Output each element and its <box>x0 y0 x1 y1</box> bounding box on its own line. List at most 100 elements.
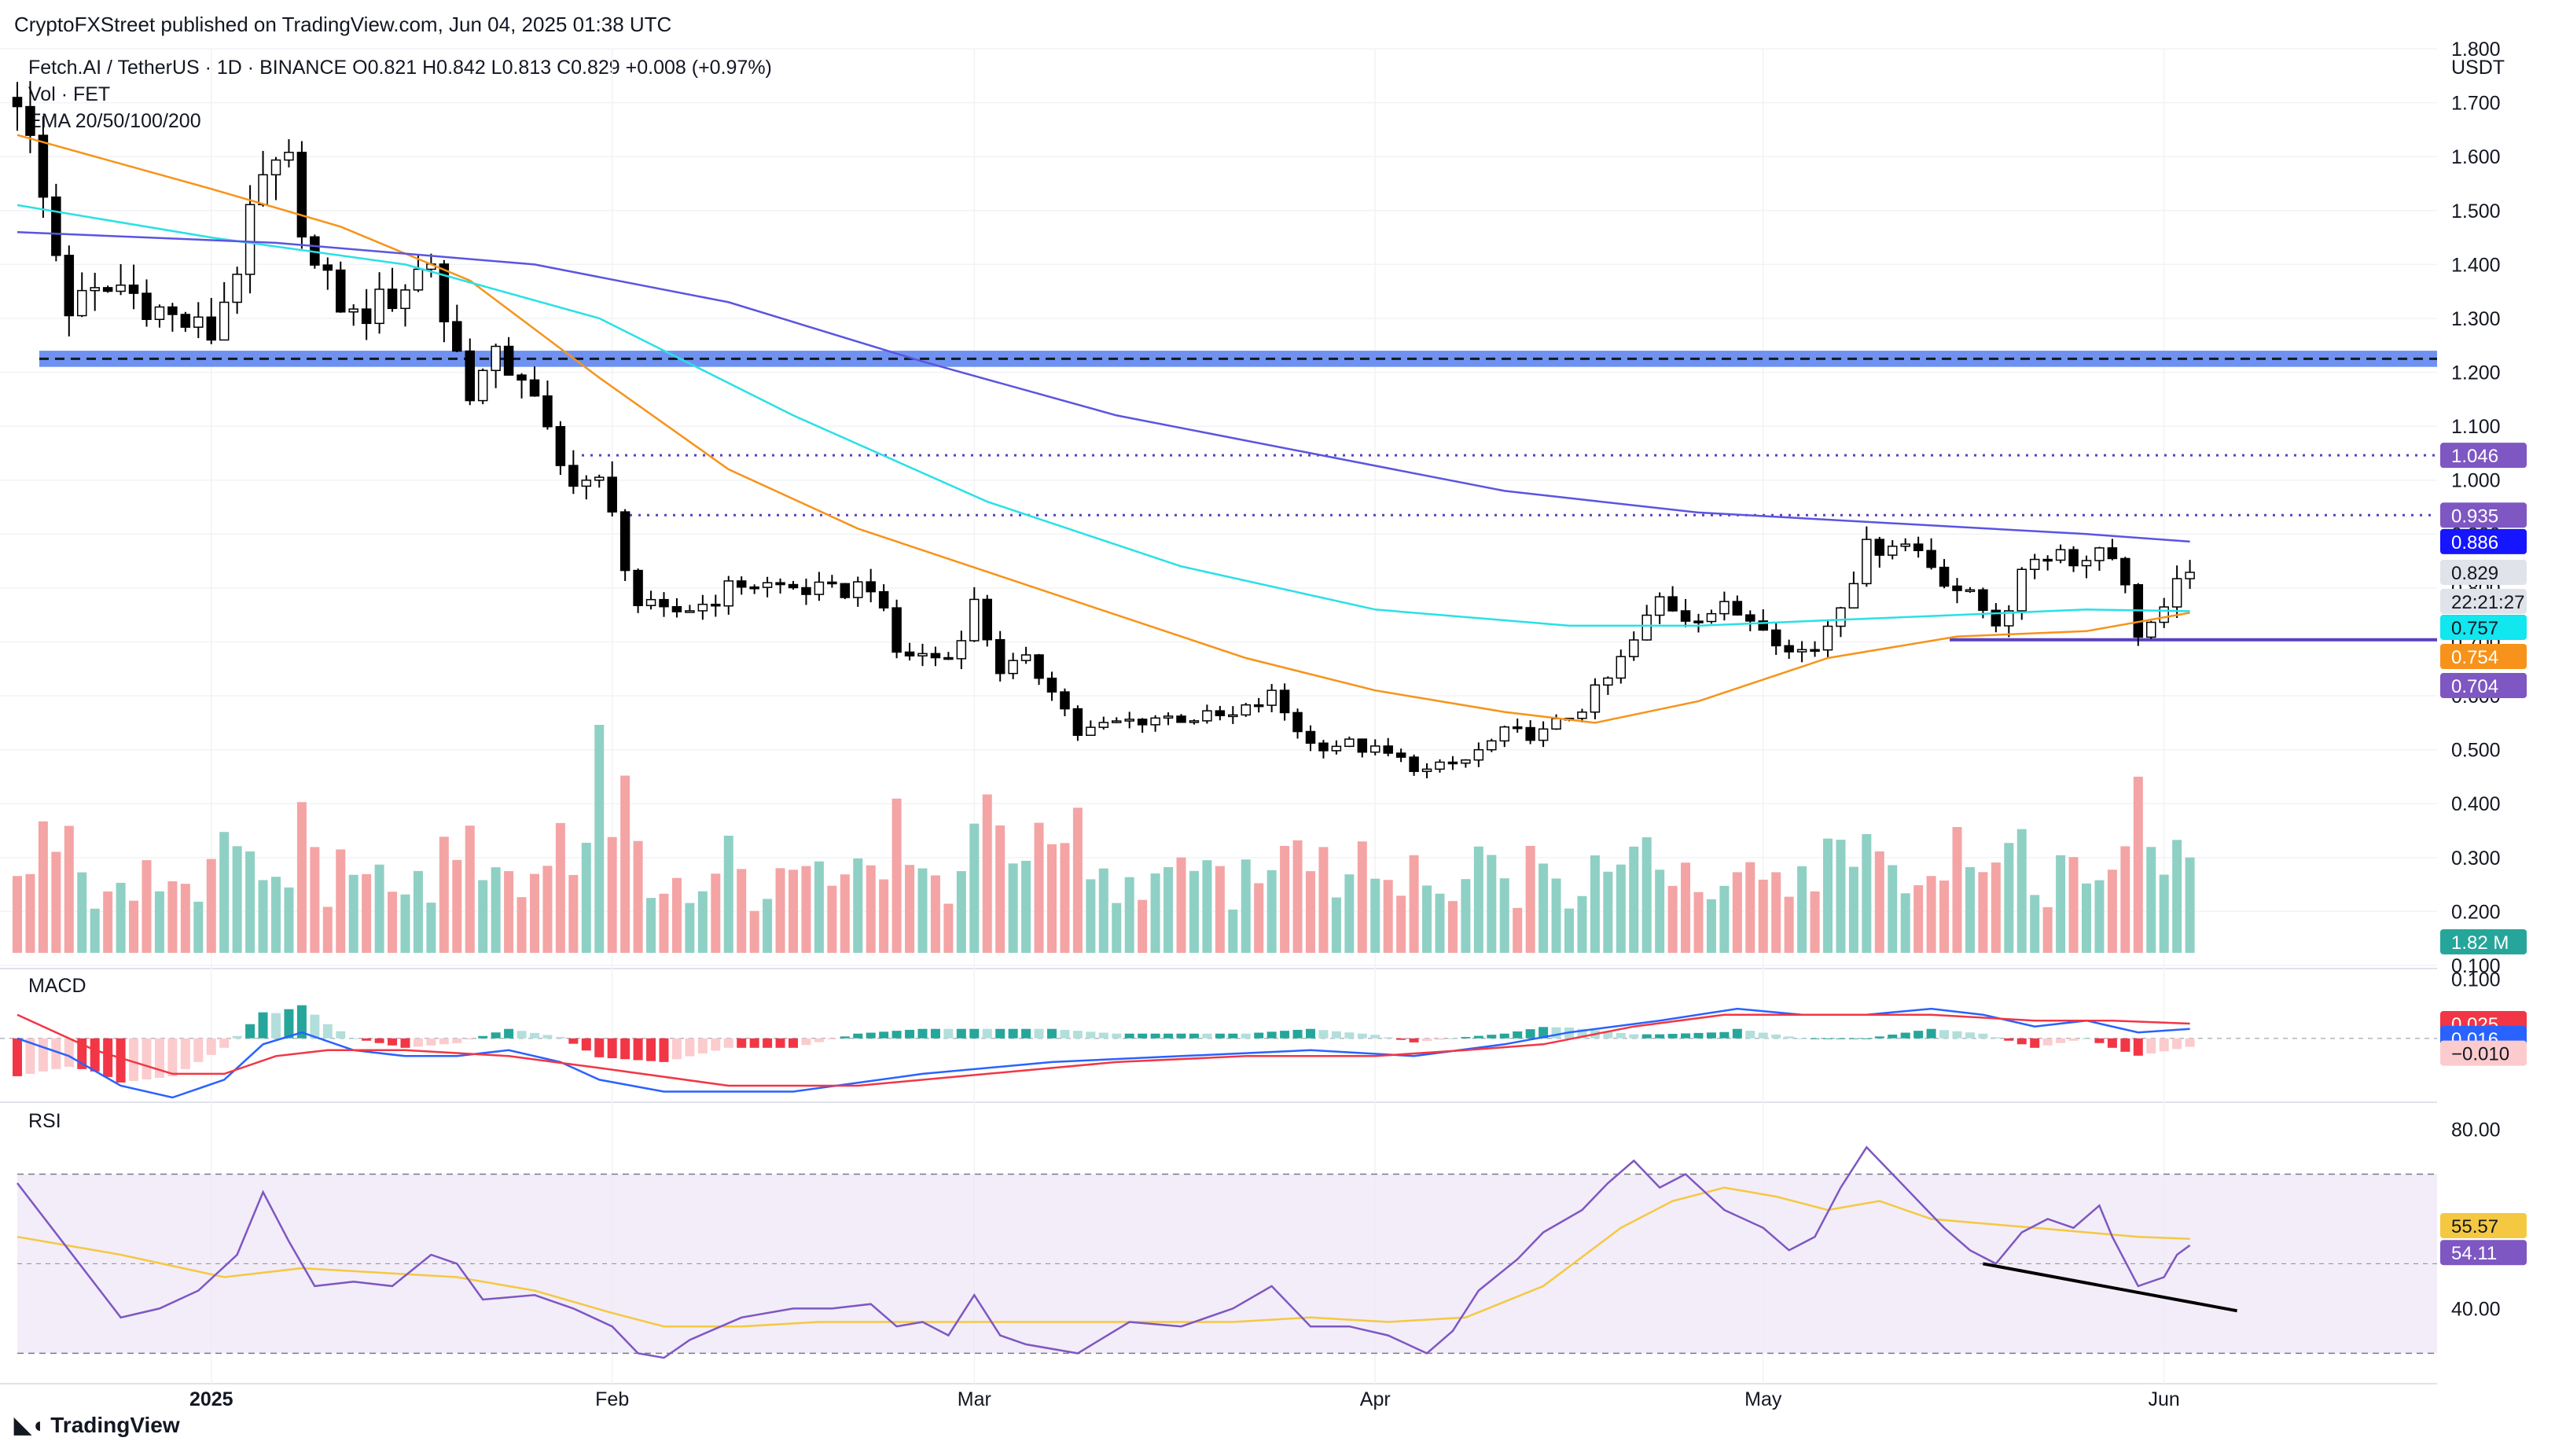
candle-body <box>1745 614 1755 622</box>
macd-histogram-bar <box>1357 1033 1367 1039</box>
volume-bar <box>2185 857 2195 953</box>
candle-body <box>1874 539 1885 556</box>
candle-body <box>1538 728 1549 741</box>
macd-histogram-bar <box>1732 1028 1742 1039</box>
candle-body <box>1499 726 1509 742</box>
volume-bar <box>51 851 61 953</box>
candle-body <box>853 581 863 598</box>
price-axis-tick: 1.400 <box>2451 254 2501 276</box>
volume-tag-label: 1.82 M <box>2451 932 2509 954</box>
candle-body <box>685 610 695 613</box>
price-axis-tick: 1.700 <box>2451 93 2501 115</box>
price-tag: 0.886 <box>2440 528 2527 554</box>
macd-histogram-bar <box>51 1038 61 1069</box>
macd-histogram-bar <box>1888 1034 1898 1039</box>
price-axis-tick: 0.300 <box>2451 847 2501 870</box>
volume-bar <box>995 825 1005 953</box>
candle-body <box>38 134 49 198</box>
macd-histogram-bar <box>1124 1033 1134 1039</box>
macd-histogram-bar <box>853 1033 863 1039</box>
macd-histogram-bar <box>388 1038 398 1046</box>
volume-bar <box>1228 909 1238 953</box>
price-tag: 22:21:27 <box>2440 589 2527 615</box>
candle-body <box>1667 596 1678 612</box>
macd-histogram-bar <box>969 1028 980 1039</box>
candle-body <box>619 511 630 572</box>
volume-bar <box>1939 881 1950 953</box>
macd-histogram-bar <box>789 1038 798 1048</box>
macd-histogram-bar <box>413 1038 423 1047</box>
macd-histogram-bar <box>1215 1033 1225 1039</box>
macd-histogram-bar <box>685 1038 695 1057</box>
candle-body <box>452 321 462 352</box>
volume-bar <box>1577 895 1587 953</box>
candle-body <box>517 374 527 381</box>
price-tag-label: 0.829 <box>2451 563 2498 584</box>
ema-legend: EMA 20/50/100/200 <box>28 110 201 132</box>
volume-bar <box>167 881 178 953</box>
volume-bar <box>749 910 759 953</box>
candle-body <box>142 292 152 321</box>
macd-histogram-bar <box>167 1038 178 1076</box>
candle-body <box>904 651 915 656</box>
candle-body <box>814 581 825 595</box>
macd-histogram-bar <box>1551 1027 1561 1039</box>
macd-histogram-bar <box>439 1038 449 1045</box>
volume-bar <box>659 893 669 953</box>
macd-histogram-bar <box>530 1032 539 1039</box>
volume-bar <box>1810 891 1820 953</box>
price-axis-tick: 0.100 <box>2451 955 2501 977</box>
volume-bar <box>362 873 372 953</box>
candle-body <box>2171 578 2182 608</box>
candle-body <box>90 287 100 292</box>
macd-histogram-bar <box>362 1038 372 1041</box>
macd-histogram-bar <box>491 1032 501 1039</box>
candle-body <box>232 274 242 303</box>
macd-histogram-bar <box>1072 1031 1083 1039</box>
volume-bar <box>982 794 992 953</box>
volume-bar <box>2172 840 2182 953</box>
candle-body <box>866 581 876 593</box>
candle-body <box>1913 543 1924 552</box>
candle-body <box>1435 761 1445 770</box>
volume-bar <box>671 877 682 953</box>
macd-histogram-bar <box>1939 1030 1950 1039</box>
volume-bar <box>1008 863 1018 953</box>
candle-body <box>659 598 669 608</box>
candle-body <box>1926 550 1936 568</box>
macd-histogram-bar <box>400 1038 410 1048</box>
price-axis-tick: 1.300 <box>2451 308 2501 330</box>
macd-histogram-bar <box>1629 1034 1639 1039</box>
macd-axis-tick: 0.100 <box>2451 969 2501 991</box>
macd-signal-line <box>17 1013 2190 1087</box>
volume-bar <box>1473 846 1483 953</box>
volume-bar <box>232 846 242 953</box>
price-axis-tick: 1.100 <box>2451 416 2501 438</box>
macd-histogram-bar <box>1396 1038 1406 1040</box>
candle-body <box>1370 745 1380 753</box>
volume-bar <box>853 858 863 953</box>
volume-bar <box>64 825 74 953</box>
candle-body <box>1770 629 1781 647</box>
candle-body <box>2016 568 2027 612</box>
macd-histogram-bar <box>2094 1038 2105 1043</box>
macd-histogram-bar <box>1176 1033 1186 1039</box>
volume-bar <box>1098 868 1108 953</box>
volume-bar <box>1447 901 1458 953</box>
volume-bar <box>2030 895 2040 953</box>
candle-body <box>374 289 384 325</box>
macd-histogram-bar <box>1202 1033 1212 1039</box>
volume-bar <box>1965 866 1975 953</box>
macd-histogram-bar <box>219 1038 230 1048</box>
macd-histogram-bar <box>296 1005 307 1039</box>
macd-histogram-bar <box>1318 1030 1329 1039</box>
macd-histogram-bar <box>775 1038 785 1048</box>
candle-body <box>1796 649 1807 653</box>
candle-body <box>116 284 126 292</box>
volume-bar <box>413 870 423 953</box>
volume-bar <box>1641 837 1652 953</box>
macd-histogram-bar <box>1978 1033 1988 1039</box>
candle-body <box>1487 740 1497 751</box>
macd-histogram-bar <box>1422 1038 1432 1042</box>
